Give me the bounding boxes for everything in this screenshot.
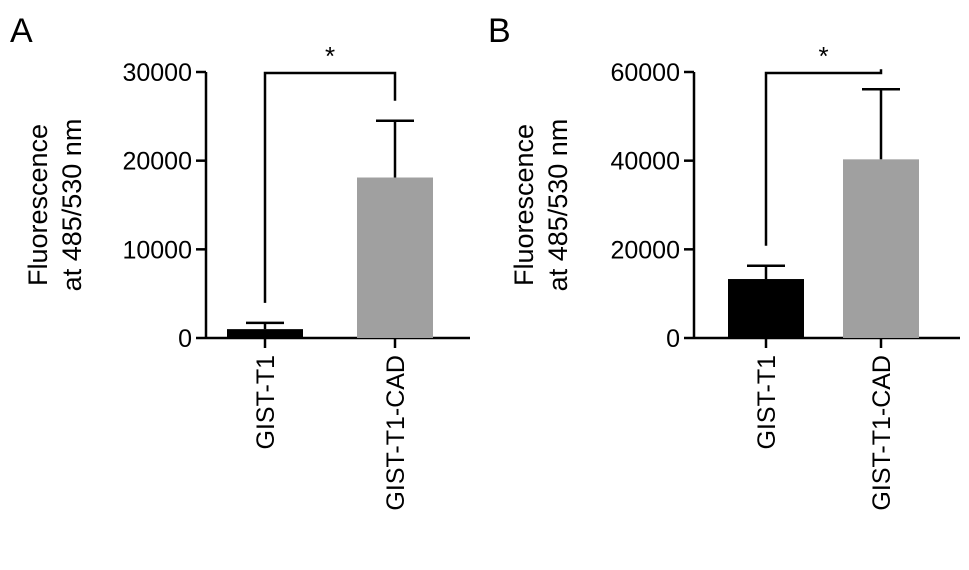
bar-gist-t1 [227, 329, 303, 338]
y-tick-label: 20000 [122, 148, 192, 176]
y-tick-label: 40000 [610, 148, 680, 176]
bar-gist-t1 [728, 279, 804, 338]
chart-panel-a: A 0 10000 20000 30000 Fluorescence at 485/530 … [10, 12, 470, 511]
significance-bracket [263, 71, 397, 303]
y-tick-label: 10000 [122, 236, 192, 264]
y-tick-label: 0 [178, 325, 192, 353]
y-tick-label: 0 [666, 325, 680, 353]
y-tick-label: 60000 [610, 59, 680, 87]
panel-letter: A [10, 12, 33, 50]
x-category-label: GIST-T1 [753, 355, 781, 449]
chart-panel-b: B 0 20000 40000 60000 Fluorescence at 485/530 … [488, 12, 960, 511]
y-axis-title-line-2: at 485/530 nm [57, 119, 87, 292]
x-category-label: GIST-T1 [252, 355, 280, 449]
significance-bracket [764, 69, 883, 246]
y-axis-title-line-2: at 485/530 nm [543, 119, 573, 292]
x-category-label: GIST-T1-CAD [382, 355, 410, 511]
y-tick-label: 30000 [122, 59, 192, 87]
y-axis-title-line-1: Fluorescence [509, 124, 539, 286]
bar-gist-t1-cad [357, 177, 433, 338]
x-category-label: GIST-T1-CAD [868, 355, 896, 511]
y-axis-title-line-1: Fluorescence [23, 124, 53, 286]
significance-label: * [325, 41, 335, 71]
significance-label: * [818, 41, 828, 71]
y-tick-label: 20000 [610, 236, 680, 264]
panel-letter: B [488, 12, 511, 50]
bar-gist-t1-cad [843, 159, 919, 338]
